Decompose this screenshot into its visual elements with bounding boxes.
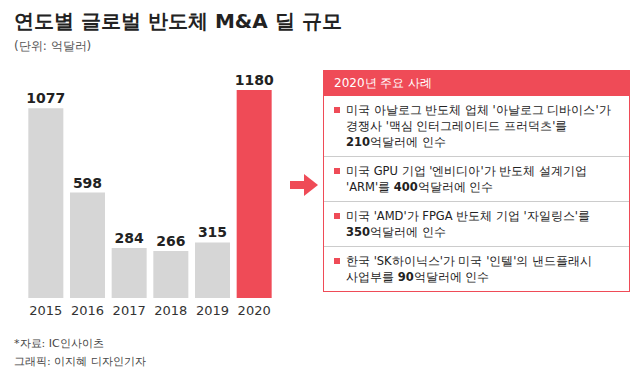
svg-text:284: 284 (115, 230, 144, 246)
html-text:210억달러에 인수: 210억달러에 인수 (346, 135, 446, 149)
html-text:미국 아날로그 반도체 업체 '아날로그 디바이스'가: 미국 아날로그 반도체 업체 '아날로그 디바이스'가 (346, 103, 611, 117)
html-text:'ARM'를400억달러에 인수: 'ARM'를400억달러에 인수 (346, 180, 494, 194)
html-text:한국 'SK하이닉스'가 미국 '인텔'의 낸드플래시: 한국 'SK하이닉스'가 미국 '인텔'의 낸드플래시 (346, 254, 593, 268)
html-text:미국 GPU 기업 '엔비디아'가 반도체 설계기업: 미국 GPU 기업 '엔비디아'가 반도체 설계기업 (346, 164, 587, 178)
svg-text:266: 266 (156, 233, 185, 249)
svg-text:2019: 2019 (196, 303, 229, 318)
html-text:(단위: 억달러): (단위: 억달러) (14, 39, 92, 53)
html-text:연도별 글로벌 반도체 M&A 딜 규모: 연도별 글로벌 반도체 M&A 딜 규모 (14, 9, 342, 33)
svg-text:2018: 2018 (154, 303, 187, 318)
svg-text:315: 315 (198, 224, 227, 240)
svg-text:598: 598 (73, 175, 102, 191)
svg-text:1180: 1180 (235, 72, 274, 88)
svg-text:2020: 2020 (238, 303, 271, 318)
html-text:350억달러에 인수: 350억달러에 인수 (346, 225, 446, 239)
html-text:사업부를90억달러에 인수: 사업부를90억달러에 인수 (346, 270, 490, 284)
html-text:그래픽: 이지혜 디자인기자: 그래픽: 이지혜 디자인기자 (14, 355, 146, 368)
svg-text:2016: 2016 (71, 303, 104, 318)
svg-text:1077: 1077 (26, 90, 65, 106)
svg-text:2017: 2017 (113, 303, 146, 318)
html-text:경쟁사 '맥심 인터그레이티드 프러덕츠'를: 경쟁사 '맥심 인터그레이티드 프러덕츠'를 (346, 119, 568, 133)
svg-text:2015: 2015 (29, 303, 62, 318)
html-text:2020년 주요 사례: 2020년 주요 사례 (334, 76, 433, 90)
html-text:미국 'AMD'가 FPGA 반도체 기업 '자일링스'를: 미국 'AMD'가 FPGA 반도체 기업 '자일링스'를 (346, 209, 590, 223)
html-text:*자료: IC인사이츠: *자료: IC인사이츠 (14, 337, 104, 350)
